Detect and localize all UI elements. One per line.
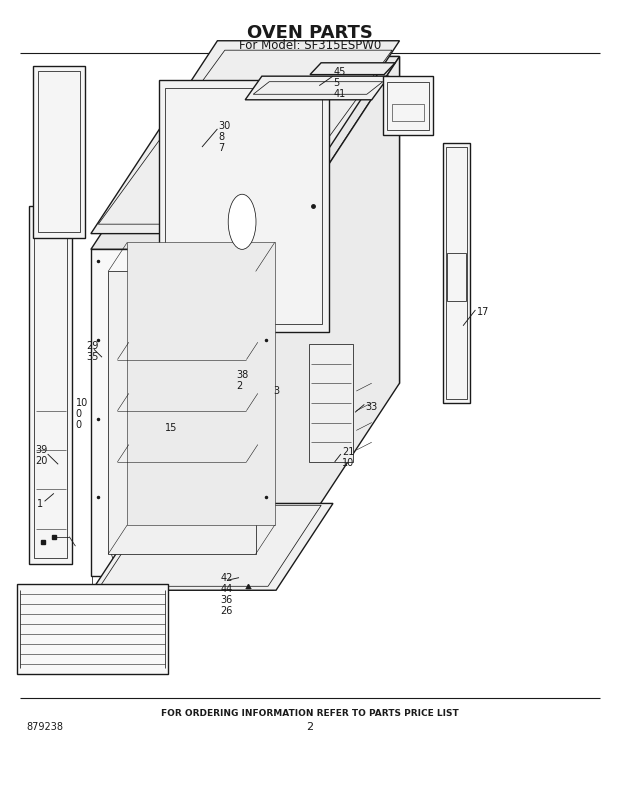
Text: 879238: 879238	[26, 722, 63, 732]
Text: 33: 33	[366, 402, 378, 412]
Polygon shape	[92, 503, 333, 590]
Text: 29: 29	[87, 341, 99, 352]
Text: 7: 7	[219, 143, 225, 152]
Polygon shape	[33, 66, 85, 238]
Text: 44: 44	[221, 584, 232, 593]
Polygon shape	[108, 272, 255, 554]
Text: 35: 35	[87, 352, 99, 362]
Ellipse shape	[228, 194, 256, 250]
Text: FOR ORDERING INFORMATION REFER TO PARTS PRICE LIST: FOR ORDERING INFORMATION REFER TO PARTS …	[161, 709, 459, 718]
Text: 39: 39	[35, 445, 48, 455]
Text: 17: 17	[477, 307, 489, 318]
Text: 2: 2	[236, 382, 242, 391]
Text: 45: 45	[334, 67, 346, 77]
Polygon shape	[273, 57, 399, 576]
Text: OVEN PARTS: OVEN PARTS	[247, 24, 373, 42]
Polygon shape	[91, 41, 399, 234]
Text: 10: 10	[342, 457, 355, 468]
Polygon shape	[245, 76, 389, 100]
Text: 3: 3	[273, 386, 279, 396]
Polygon shape	[17, 584, 168, 675]
Text: 2: 2	[306, 722, 314, 732]
Text: 36: 36	[221, 595, 232, 604]
Polygon shape	[29, 206, 73, 564]
Text: For Model: SF315ESPW0: For Model: SF315ESPW0	[239, 39, 381, 52]
Text: 0: 0	[76, 409, 82, 419]
Polygon shape	[91, 57, 399, 250]
Text: 0: 0	[76, 420, 82, 430]
Text: 38: 38	[236, 371, 248, 380]
Text: 26: 26	[221, 606, 233, 615]
Polygon shape	[159, 80, 329, 332]
Text: 8: 8	[219, 132, 225, 141]
Polygon shape	[443, 143, 471, 403]
Text: 5: 5	[334, 78, 340, 88]
Text: 42: 42	[221, 573, 233, 583]
Text: 15: 15	[165, 423, 177, 433]
Polygon shape	[91, 250, 273, 576]
Polygon shape	[218, 57, 399, 383]
Text: 41: 41	[334, 89, 346, 100]
Text: 10: 10	[76, 398, 87, 408]
Polygon shape	[309, 344, 353, 462]
Text: 21: 21	[342, 446, 355, 457]
Polygon shape	[383, 76, 433, 135]
Text: 1: 1	[37, 498, 43, 509]
Polygon shape	[310, 62, 395, 74]
Text: 20: 20	[35, 456, 48, 466]
Polygon shape	[127, 243, 275, 525]
Text: 30: 30	[219, 121, 231, 131]
